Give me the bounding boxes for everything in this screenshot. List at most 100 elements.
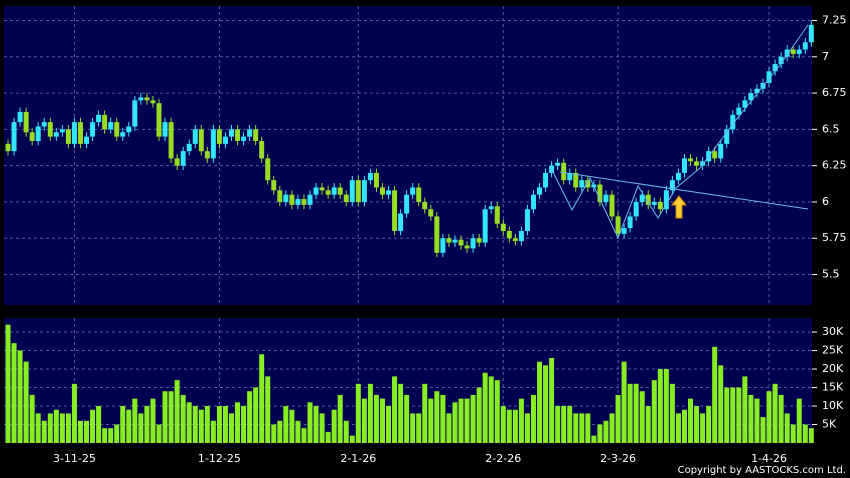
candle-body [555, 162, 561, 166]
volume-bar [96, 406, 102, 443]
candle-body [518, 230, 524, 242]
volume-bar [59, 413, 65, 443]
candle-body [579, 180, 585, 188]
volume-bar [216, 406, 222, 443]
candle-body [603, 194, 609, 202]
volume-bar [392, 376, 398, 443]
volume-bar [700, 413, 706, 443]
candle-body [114, 122, 120, 137]
volume-bar [591, 435, 597, 443]
candle-body [331, 187, 337, 195]
volume-bar [530, 394, 536, 443]
volume-bar [681, 409, 687, 443]
volume-bar [573, 413, 579, 443]
candle-body [253, 129, 259, 141]
candle-body [325, 190, 331, 195]
y-tick-label: 15K [822, 381, 844, 394]
volume-bar [53, 409, 59, 443]
volume-bar [138, 413, 144, 443]
volume-bar [452, 402, 458, 443]
volume-bar [549, 357, 555, 443]
candle-body [470, 238, 476, 249]
volume-bar [784, 413, 790, 443]
candle-body [138, 97, 144, 101]
signal-arrow [670, 195, 688, 219]
candle-body [482, 209, 488, 243]
volume-bar [524, 413, 530, 443]
candle-body [530, 194, 536, 210]
candle-body [675, 172, 681, 181]
candle-body [235, 129, 241, 141]
volume-bar [512, 409, 518, 443]
candle-body [742, 100, 748, 108]
volume-bar [458, 398, 464, 443]
candle-body [349, 180, 355, 202]
candle-body [84, 136, 90, 144]
candle-body [458, 239, 464, 246]
volume-bar [736, 387, 742, 443]
candle-body [645, 194, 651, 205]
candle-body [168, 122, 174, 159]
x-tick-label: 2-2-26 [485, 452, 521, 465]
y-tick-label: 25K [822, 344, 844, 357]
volume-bar [343, 420, 349, 443]
volume-bar [289, 409, 295, 443]
candle-body [567, 172, 573, 181]
volume-bar [222, 406, 228, 443]
candle-body [488, 206, 494, 210]
volume-bar [609, 413, 615, 443]
volume-bar [422, 383, 428, 443]
volume-bar [35, 413, 41, 443]
volume-bar [247, 391, 253, 443]
volume-bar [579, 413, 585, 443]
volume-bar [295, 420, 301, 443]
candle-body [398, 213, 404, 231]
candle-body [410, 187, 416, 195]
candle-body [573, 172, 579, 188]
volume-bar [337, 394, 343, 443]
candle-body [126, 126, 132, 133]
volume-bar [156, 424, 162, 443]
candle-body [790, 49, 796, 54]
volume-bar [742, 376, 748, 443]
x-tick-label: 1-12-25 [198, 452, 241, 465]
candle-body [597, 184, 603, 202]
volume-bar [597, 424, 603, 443]
candle-body [247, 129, 253, 137]
candle-body [609, 194, 615, 217]
volume-bar [410, 413, 416, 443]
candle-body [633, 201, 639, 217]
candle-body [337, 187, 343, 195]
volume-bar [446, 413, 452, 443]
volume-bar [65, 413, 71, 443]
volume-bar [235, 402, 241, 443]
volume-bar [706, 406, 712, 443]
candle-body [283, 194, 289, 202]
volume-bar [754, 398, 760, 443]
candle-body [319, 187, 325, 191]
candle-body [96, 114, 102, 123]
candle-body [718, 143, 724, 159]
candle-body [65, 129, 71, 144]
candle-body [120, 132, 126, 137]
volume-bar [772, 383, 778, 443]
volume-bar [253, 387, 259, 443]
volume-bar [313, 406, 319, 443]
candle-body [204, 151, 210, 159]
candle-body [198, 129, 204, 152]
volume-bar [241, 406, 247, 443]
volume-bar [90, 409, 96, 443]
volume-bar [162, 391, 168, 443]
volume-bar [645, 406, 651, 443]
candle-body [295, 199, 301, 205]
volume-bar [404, 394, 410, 443]
candle-body [500, 223, 506, 231]
volume-bar [114, 424, 120, 443]
volume-bar [23, 361, 29, 443]
volume-bar [210, 420, 216, 443]
volume-bar [657, 369, 663, 443]
candle-body [796, 49, 802, 54]
volume-bar [398, 383, 404, 443]
volume-bar [84, 420, 90, 443]
